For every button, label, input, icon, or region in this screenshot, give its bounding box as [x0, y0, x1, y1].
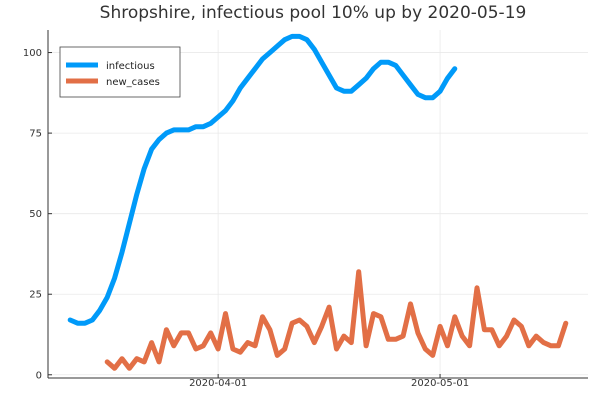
y-tick-label: 0 — [36, 370, 42, 381]
x-tick-label: 2020-04-01 — [189, 378, 247, 389]
x-tick-label: 2020-05-01 — [411, 378, 469, 389]
y-axis-ticks: 0 25 50 75 100 — [23, 48, 52, 381]
y-tick-label: 50 — [29, 209, 42, 220]
chart-series — [67, 33, 569, 371]
chart-legend: infectious new_cases — [59, 46, 181, 98]
series-line-infectious — [67, 33, 458, 326]
x-axis-ticks: 2020-04-01 2020-05-01 — [189, 374, 469, 389]
y-tick-label: 25 — [29, 290, 42, 301]
legend-box — [59, 46, 181, 98]
series-line-new-cases — [104, 269, 569, 371]
chart-axes — [47, 30, 588, 379]
y-tick-label: 75 — [29, 129, 42, 140]
chart-title: Shropshire, infectious pool 10% up by 20… — [100, 3, 527, 23]
legend-label-new-cases: new_cases — [106, 77, 160, 88]
legend-label-infectious: infectious — [106, 61, 155, 72]
y-tick-label: 100 — [23, 48, 42, 59]
